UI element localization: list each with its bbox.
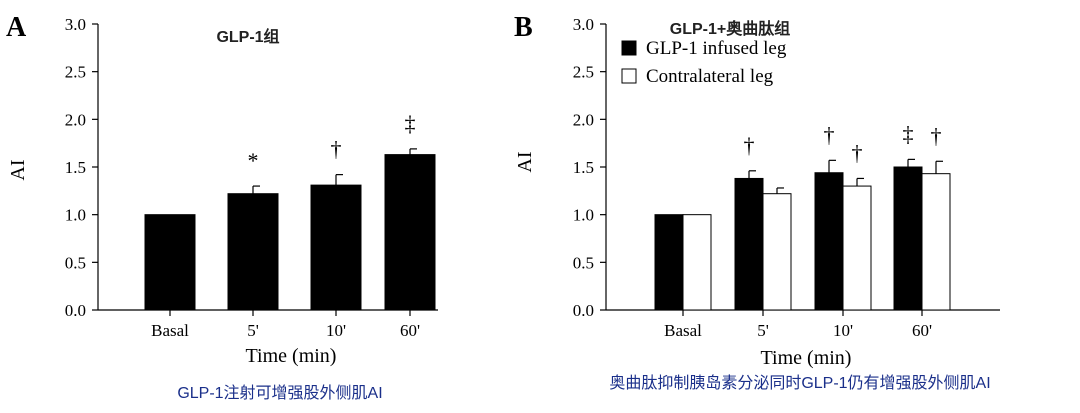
caption: 奥曲肽抑制胰岛素分泌同时GLP-1仍有增强股外侧肌AI <box>609 374 990 392</box>
significance-marker: † <box>824 122 835 147</box>
caption: GLP-1注射可增强股外侧肌AI <box>177 384 382 402</box>
bar <box>654 214 684 311</box>
bar <box>814 172 844 311</box>
y-tick-label: 0.5 <box>573 253 594 272</box>
y-axis-label: AI <box>514 151 536 172</box>
y-tick-label: 0.5 <box>65 253 86 272</box>
y-tick-label: 2.5 <box>573 63 594 82</box>
y-tick-label: 1.5 <box>573 158 594 177</box>
significance-marker: ‡ <box>903 121 914 146</box>
significance-marker: ‡ <box>405 111 416 136</box>
x-tick-label: 60' <box>400 321 420 340</box>
significance-marker: † <box>744 133 755 158</box>
bar <box>227 193 279 311</box>
x-tick-label: 5' <box>757 321 769 340</box>
panel-letter: B <box>514 12 533 43</box>
panel-a: A GLP-1组 0.0 0.5 1.0 1.5 2.0 2.5 3.0 AI Basal 5' 10'… <box>6 12 438 402</box>
panel-letter: A <box>6 12 27 43</box>
y-tick-label: 2.5 <box>65 63 86 82</box>
x-tick-label: Basal <box>151 321 189 340</box>
bar <box>384 154 436 311</box>
bar <box>144 214 196 311</box>
chart-title: GLP-1组 <box>216 27 279 46</box>
legend-swatch <box>621 40 637 56</box>
chart-title: GLP-1+奥曲肽组 <box>670 19 790 38</box>
significance-marker: † <box>852 140 863 165</box>
legend-label: GLP-1 infused leg <box>646 38 787 59</box>
bar <box>893 166 923 311</box>
x-axis-label: Time (min) <box>246 345 337 367</box>
bar <box>842 185 872 311</box>
y-tick-label: 2.0 <box>573 110 594 129</box>
x-tick-label: 10' <box>326 321 346 340</box>
bar <box>310 184 362 311</box>
x-tick-label: Basal <box>664 321 702 340</box>
bar <box>921 173 951 311</box>
panel-b: B GLP-1+奥曲肽组 0.0 0.5 1.0 1.5 2.0 2.5 3.0 AI Basal 5… <box>514 12 1000 392</box>
y-tick-label: 3.0 <box>65 15 86 34</box>
x-axis-label: Time (min) <box>761 347 852 369</box>
x-tick-label: 10' <box>833 321 853 340</box>
significance-marker: † <box>331 137 342 162</box>
x-tick-label: 60' <box>912 321 932 340</box>
y-tick-label: 1.0 <box>573 206 594 225</box>
y-tick-label: 1.0 <box>65 206 86 225</box>
y-tick-label: 0.0 <box>573 301 594 320</box>
significance-marker: † <box>931 123 942 148</box>
x-tick-label: 5' <box>247 321 259 340</box>
bar <box>734 177 764 311</box>
legend-swatch <box>621 68 637 84</box>
significance-marker: * <box>248 148 259 173</box>
y-tick-label: 0.0 <box>65 301 86 320</box>
y-tick-label: 2.0 <box>65 110 86 129</box>
legend-label: Contralateral leg <box>646 66 774 87</box>
y-tick-label: 3.0 <box>573 15 594 34</box>
bar <box>762 193 792 311</box>
bar <box>682 214 712 311</box>
y-tick-label: 1.5 <box>65 158 86 177</box>
y-axis-label: AI <box>7 159 29 180</box>
